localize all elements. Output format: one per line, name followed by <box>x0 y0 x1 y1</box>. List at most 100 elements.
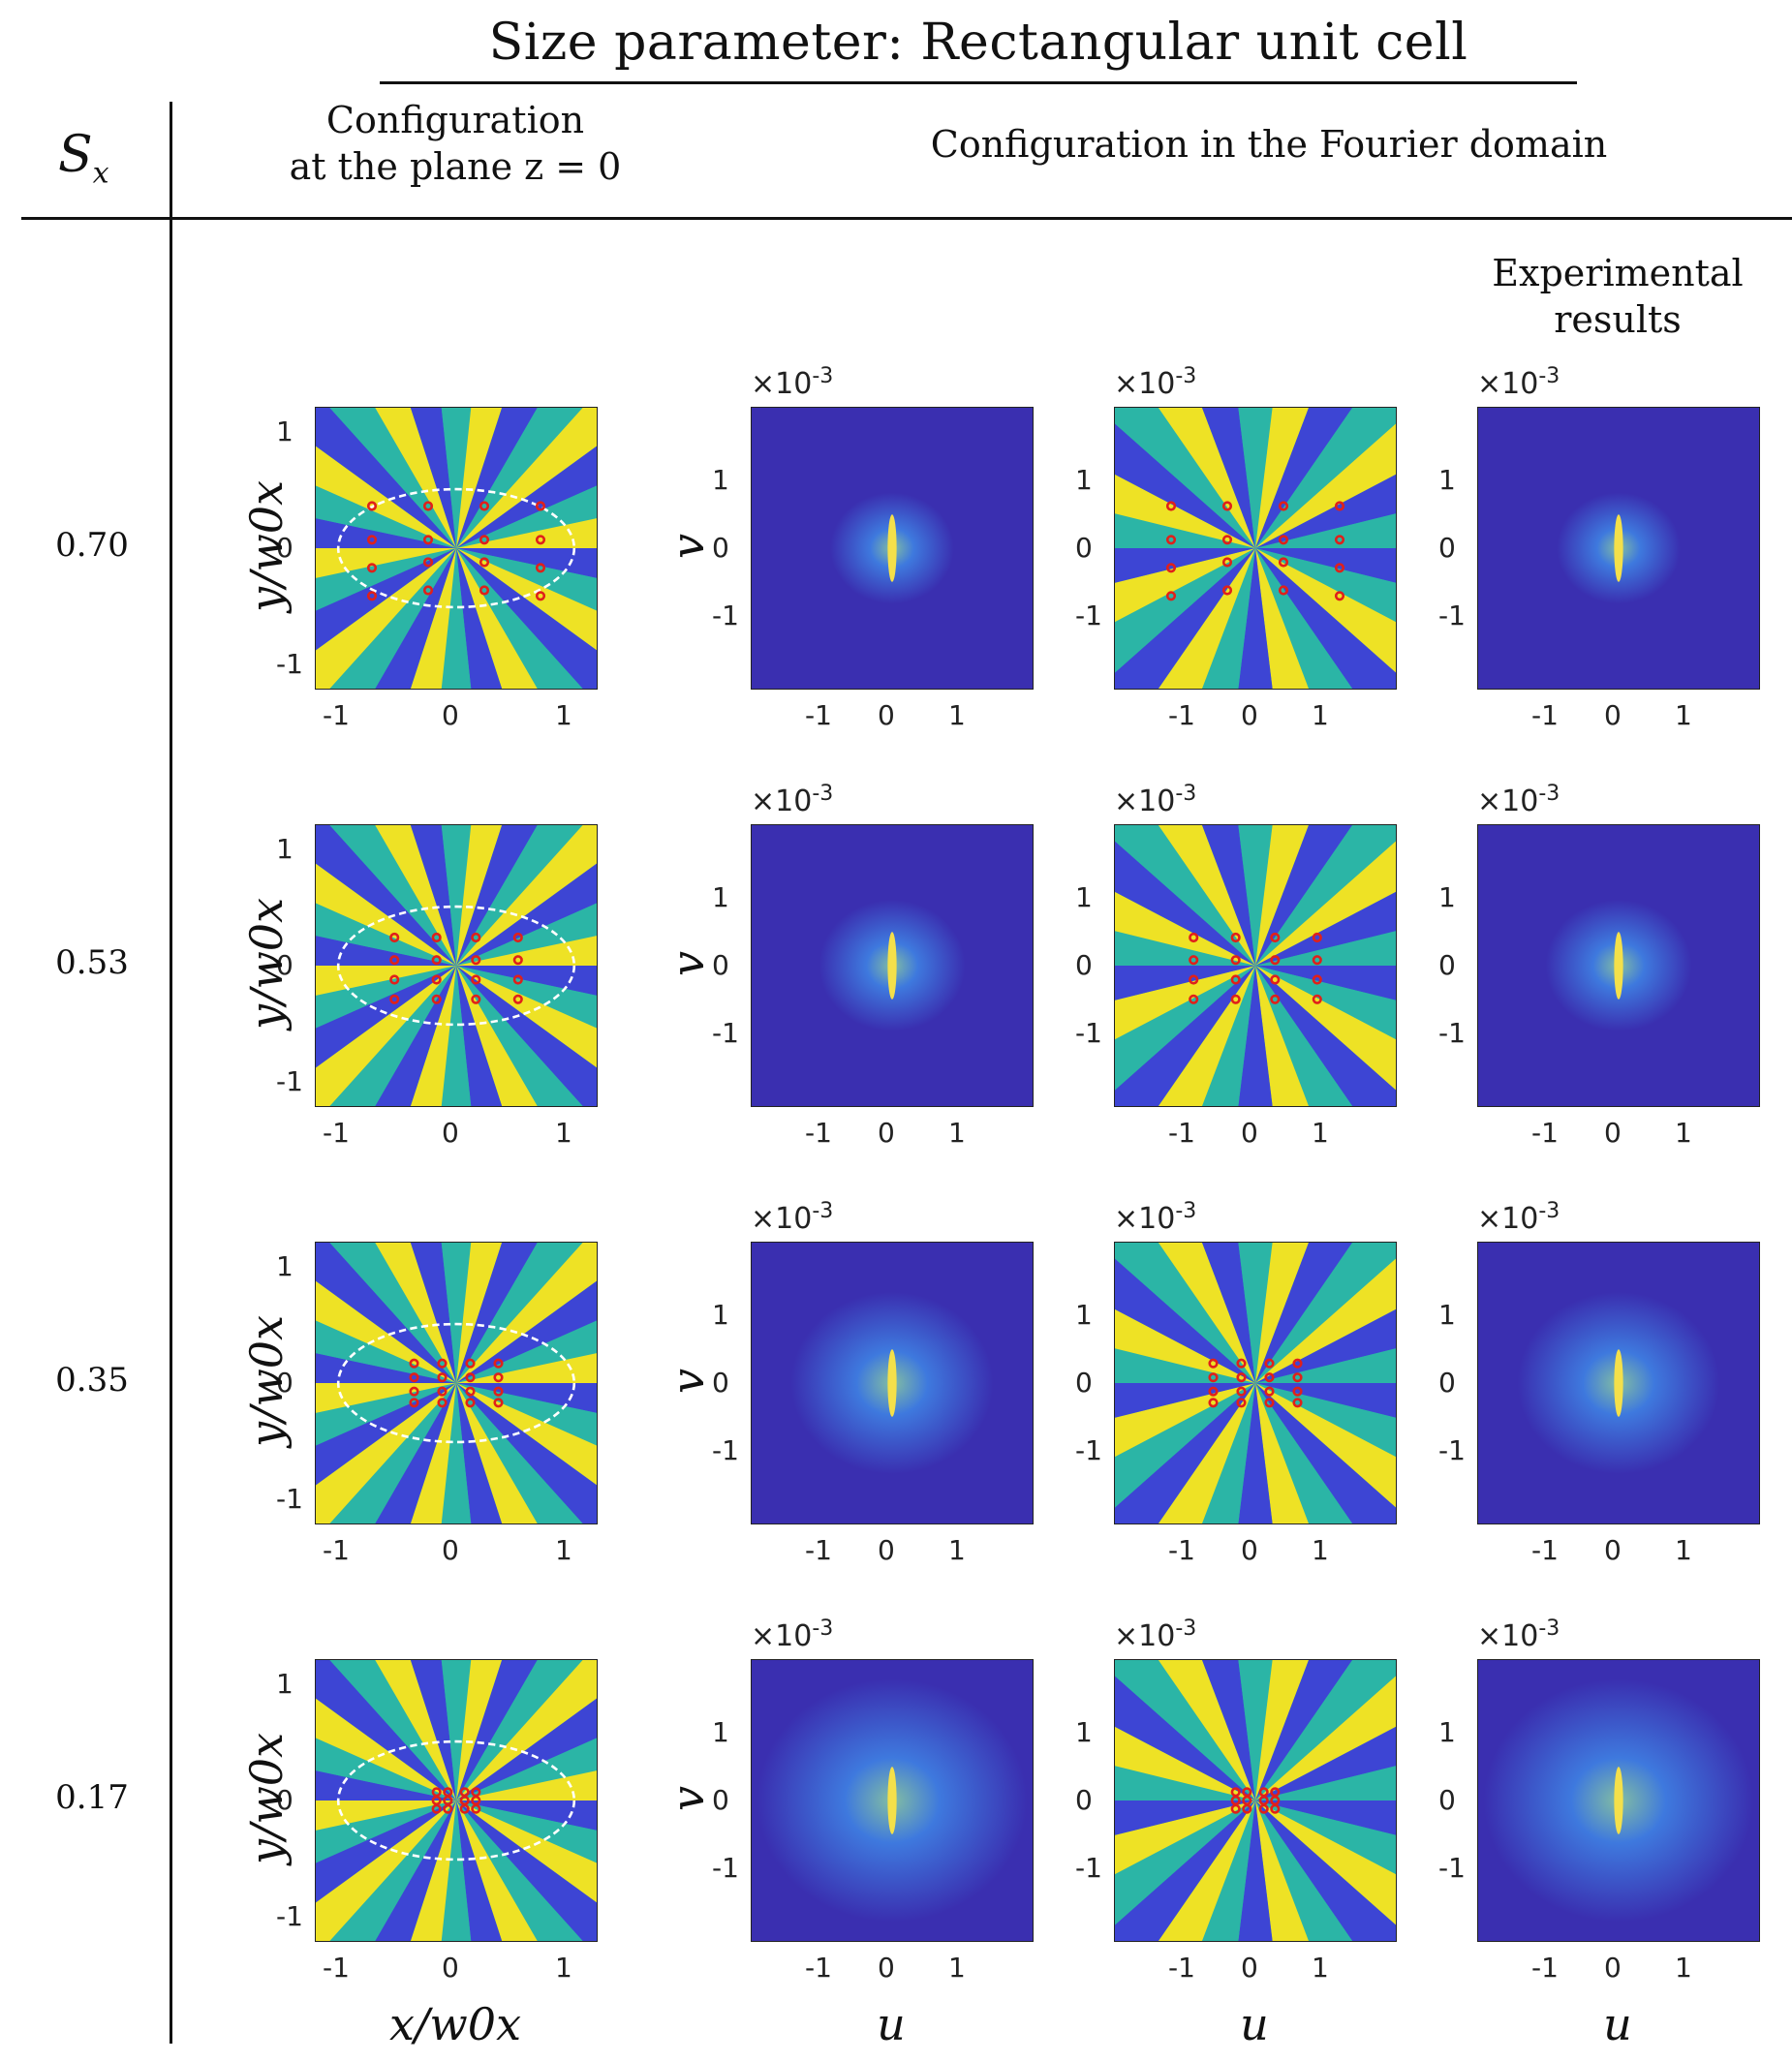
phase-wedge <box>1202 408 1255 548</box>
vortex-marker <box>1230 1803 1241 1814</box>
exponent-label: ×10-3 <box>751 1616 833 1653</box>
phase-wedge <box>1115 1383 1255 1508</box>
x-tick-label: 0 <box>1604 1117 1622 1149</box>
phase-wedge <box>1255 1383 1353 1523</box>
x-tick-label: 0 <box>442 1952 459 1984</box>
phase-wedge <box>316 548 456 578</box>
vortex-marker <box>512 955 523 966</box>
vortex-marker <box>1270 994 1281 1004</box>
phase-wedge <box>1115 1800 1255 1925</box>
phase-wedge <box>316 936 456 966</box>
phase-wedge <box>1238 825 1273 966</box>
phase-wedge <box>1115 1348 1255 1383</box>
vortex-marker <box>1221 501 1233 511</box>
x-tick-label: 1 <box>1312 1952 1329 1984</box>
phase-wedge <box>316 966 456 1068</box>
vortex-marker <box>1334 501 1345 511</box>
vortex-marker <box>512 994 523 1004</box>
vortex-marker <box>1278 535 1289 545</box>
exponent-label: ×10-3 <box>751 782 833 818</box>
phase-wedge <box>456 1383 597 1486</box>
phase-wedge <box>456 1320 597 1383</box>
central-lobe <box>1614 932 1623 1000</box>
phase-wedge <box>1115 931 1255 966</box>
panel-experimental <box>1477 824 1760 1107</box>
exponent-base: ×10 <box>751 785 813 818</box>
x-tick-label: 0 <box>442 1117 459 1149</box>
phase-wedge <box>316 446 456 548</box>
vortex-marker <box>1230 994 1241 1004</box>
phase-wedge <box>1255 1800 1396 1835</box>
y-tick-label: 0 <box>1438 1367 1456 1399</box>
phase-wedge <box>456 825 597 966</box>
exponent-power: -3 <box>1538 1199 1560 1223</box>
y-tick-label: -1 <box>1438 1434 1466 1466</box>
phase-wedge <box>1158 1383 1255 1523</box>
y-tick-label: 0 <box>712 1367 729 1399</box>
vortex-marker <box>1165 535 1177 545</box>
phase-wedge <box>1255 408 1396 548</box>
vortex-marker <box>1270 974 1281 985</box>
phase-wedge <box>441 966 472 1106</box>
exponent-power: -3 <box>1175 1616 1197 1641</box>
phase-wedge <box>1255 1800 1396 1875</box>
x-tick-label: 1 <box>555 699 572 731</box>
central-lobe <box>1614 514 1623 582</box>
y-tick-label: -1 <box>1075 1017 1102 1049</box>
vortex-marker <box>493 1358 504 1369</box>
x-tick-label: 0 <box>442 1534 459 1566</box>
x-tick-label: -1 <box>323 1534 350 1566</box>
phase-wedge <box>456 1353 597 1383</box>
vortex-marker <box>1278 557 1289 568</box>
x-axis-label-config: x/w0x <box>388 1998 522 2050</box>
vortex-marker <box>1208 1398 1219 1408</box>
phase-wedge <box>1255 1258 1396 1383</box>
vertical-divider <box>170 102 172 2044</box>
phase-wedge <box>456 1383 597 1446</box>
vortex-marker <box>366 501 378 511</box>
y-tick-label: 1 <box>276 415 294 447</box>
phase-wedge <box>316 1800 456 1831</box>
central-lobe <box>887 932 897 1000</box>
vortex-marker <box>1292 1398 1303 1408</box>
phase-wedge <box>1255 1660 1309 1800</box>
column-header-experimental: Experimental results <box>1453 250 1782 343</box>
phase-wedge <box>1255 1660 1353 1800</box>
vortex-marker <box>389 994 400 1004</box>
x-tick-label: -1 <box>1168 1117 1195 1149</box>
phase-wedge <box>1202 1243 1255 1383</box>
vortex-marker <box>1334 535 1345 545</box>
phase-wedge <box>1255 548 1353 689</box>
vortex-marker <box>1208 1386 1219 1397</box>
x-tick-label: -1 <box>1168 1952 1195 1984</box>
exponent-label: ×10-3 <box>1114 364 1196 401</box>
panel-fourier-phase <box>1114 407 1397 690</box>
vortex-marker <box>422 585 434 596</box>
x-axis-label-fourier: u <box>1603 1998 1632 2050</box>
y-tick-label: 0 <box>276 949 294 981</box>
title-underline <box>380 81 1577 84</box>
phase-wedge <box>456 1243 503 1383</box>
phase-wedge <box>1255 825 1396 966</box>
phase-wedge <box>1115 891 1255 966</box>
vortex-marker <box>1230 932 1241 943</box>
panel-config <box>315 407 598 690</box>
row-value-sx: 0.53 <box>55 943 129 982</box>
phase-wedge <box>1202 966 1255 1106</box>
y-tick-label: -1 <box>276 1900 303 1932</box>
phase-wedge <box>1115 966 1255 1040</box>
exponent-power: -3 <box>1538 1616 1560 1641</box>
phase-wedge <box>456 1383 597 1523</box>
vortex-marker <box>1278 585 1289 596</box>
vortex-marker <box>471 932 481 943</box>
vortex-marker <box>431 1803 442 1814</box>
phase-wedge <box>316 548 456 651</box>
phase-wedge <box>441 1660 472 1800</box>
phase-wedge <box>1115 825 1255 966</box>
y-tick-label: 0 <box>712 1784 729 1816</box>
x-tick-label: -1 <box>805 1534 832 1566</box>
phase-wedge <box>316 408 456 548</box>
phase-wedge <box>316 1698 456 1800</box>
y-tick-label: -1 <box>1075 1852 1102 1884</box>
phase-wedge <box>1255 891 1396 966</box>
